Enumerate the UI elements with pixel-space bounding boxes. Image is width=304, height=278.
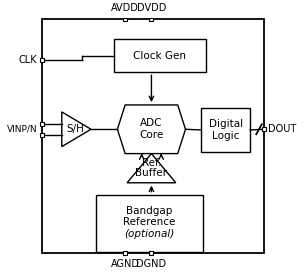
Polygon shape	[62, 112, 91, 147]
Text: DGND: DGND	[136, 259, 167, 269]
Text: Reference: Reference	[123, 217, 175, 227]
Bar	[150, 18, 154, 21]
Text: Buffer: Buffer	[136, 168, 168, 178]
Text: AVDD: AVDD	[111, 3, 139, 13]
Bar	[40, 58, 43, 62]
Text: Ref.: Ref.	[142, 158, 161, 168]
Text: ADC: ADC	[140, 118, 163, 128]
Text: Core: Core	[139, 130, 164, 140]
Bar	[42, 19, 264, 253]
Text: DVDD: DVDD	[137, 3, 166, 13]
Bar	[262, 127, 266, 131]
Text: S/H: S/H	[66, 124, 84, 134]
Bar	[40, 133, 43, 137]
Text: (optional): (optional)	[124, 229, 174, 239]
Text: VINP/N: VINP/N	[7, 125, 37, 134]
Bar	[123, 18, 127, 21]
Text: CLK: CLK	[19, 55, 37, 65]
Polygon shape	[127, 154, 176, 183]
Bar	[40, 122, 43, 126]
Text: DOUT: DOUT	[268, 124, 296, 134]
Text: Bandgap: Bandgap	[126, 207, 173, 216]
Bar	[150, 251, 154, 255]
Bar	[202, 108, 250, 152]
Text: Logic: Logic	[212, 131, 240, 141]
Text: Digital: Digital	[209, 119, 243, 129]
Text: AGND: AGND	[111, 259, 140, 269]
Polygon shape	[117, 105, 185, 154]
Bar	[123, 251, 127, 255]
Bar	[96, 195, 203, 252]
Text: Clock Gen: Clock Gen	[133, 51, 186, 61]
Bar	[114, 39, 206, 72]
